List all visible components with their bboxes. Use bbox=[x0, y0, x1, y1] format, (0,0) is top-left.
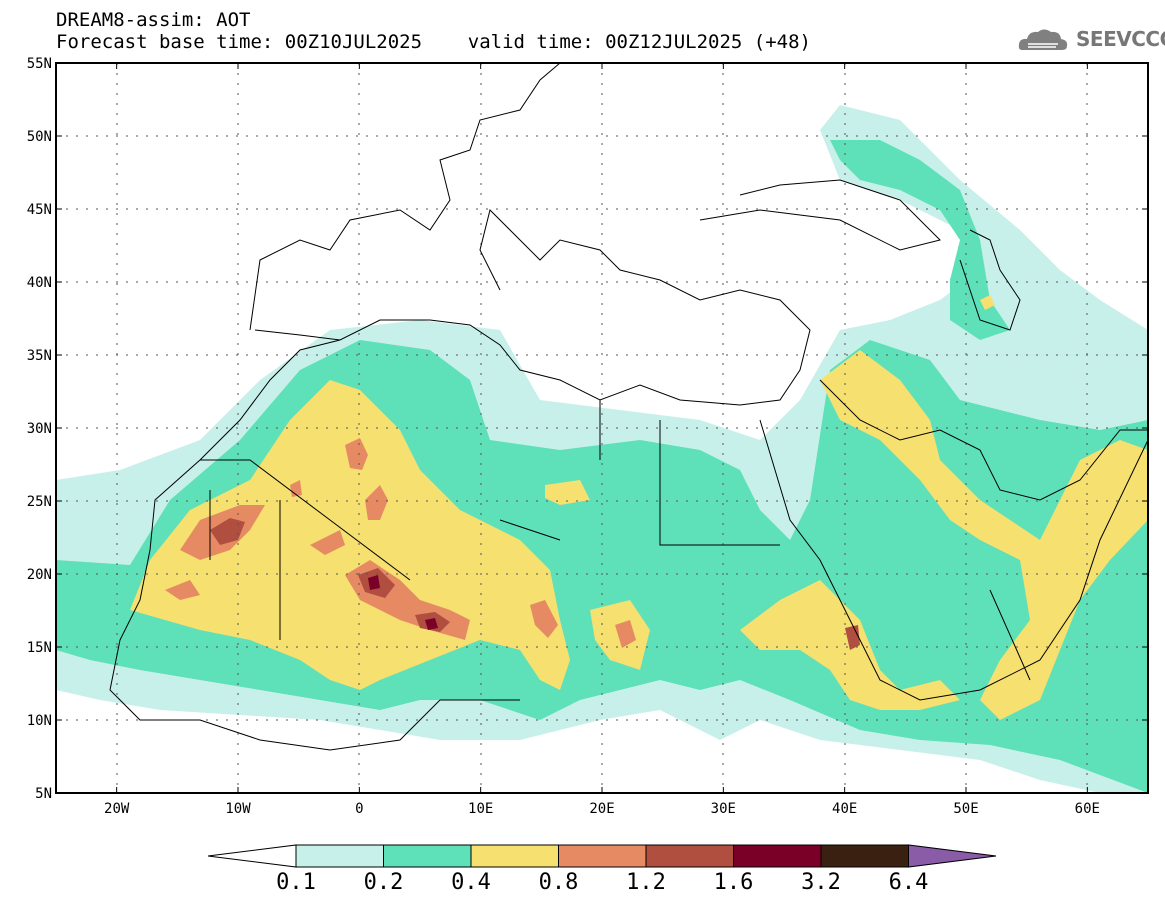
lon-label: 10W bbox=[225, 801, 251, 817]
colorbar-swatch bbox=[470, 844, 559, 868]
colorbar-level-label: 0.1 bbox=[276, 870, 316, 895]
colorbar-swatch bbox=[295, 844, 384, 868]
lat-label: 25N bbox=[27, 494, 52, 510]
lon-label: 30E bbox=[711, 801, 736, 817]
lon-label: 50E bbox=[953, 801, 978, 817]
axis-ticks bbox=[56, 62, 1148, 794]
colorbar-swatch bbox=[733, 844, 822, 868]
lat-label: 50N bbox=[27, 129, 52, 145]
colorbar-level-label: 1.2 bbox=[626, 870, 666, 895]
longitude-labels: 20W 10W 0 10E 20E 30E 40E 50E 60E bbox=[104, 801, 1100, 817]
lat-label: 30N bbox=[27, 421, 52, 437]
lat-label: 45N bbox=[27, 202, 52, 218]
lat-label: 10N bbox=[27, 713, 52, 729]
lon-label: 0 bbox=[355, 801, 363, 817]
lon-label: 20W bbox=[104, 801, 130, 817]
coastlines bbox=[109, 63, 1148, 751]
cloud-icon bbox=[1018, 29, 1068, 50]
lat-label: 40N bbox=[27, 275, 52, 291]
colorbar-over-arrow bbox=[908, 844, 997, 868]
colorbar-swatch bbox=[820, 844, 909, 868]
map-title: DREAM8-assim: AOT bbox=[56, 9, 251, 31]
colorbar-level-label: 0.8 bbox=[538, 870, 579, 895]
lon-label: 20E bbox=[589, 801, 614, 817]
colorbar-swatch bbox=[558, 844, 647, 868]
colorbar-swatch bbox=[383, 844, 472, 868]
colorbar-level-label: 3.2 bbox=[801, 870, 841, 895]
lon-label: 40E bbox=[832, 801, 857, 817]
logo-text: SEEVCCC bbox=[1076, 27, 1165, 51]
colorbar-under-arrow bbox=[207, 844, 297, 868]
lat-label: 20N bbox=[27, 567, 52, 583]
colorbar-swatch bbox=[645, 844, 734, 868]
lat-label: 35N bbox=[27, 348, 52, 364]
colorbar-level-label: 6.4 bbox=[888, 870, 929, 895]
colorbar-level-label: 0.2 bbox=[363, 870, 404, 895]
lat-label: 55N bbox=[27, 56, 52, 72]
lat-label: 5N bbox=[35, 786, 52, 802]
latitude-labels: 55N 50N 45N 40N 35N 30N 25N 20N 15N 10N 5N bbox=[27, 56, 52, 802]
forecast-time-line: Forecast base time: 00Z10JUL2025 valid t… bbox=[56, 31, 811, 53]
colorbar-level-label: 1.6 bbox=[713, 870, 754, 895]
colorbar-level-label: 0.4 bbox=[451, 870, 491, 895]
lat-label: 15N bbox=[27, 640, 52, 656]
lon-label: 10E bbox=[468, 801, 493, 817]
lon-label: 60E bbox=[1075, 801, 1100, 817]
